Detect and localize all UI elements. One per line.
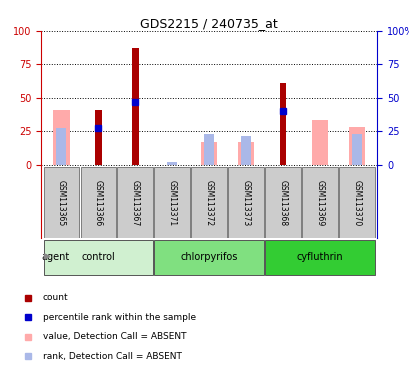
Bar [95, 110, 101, 164]
Bar [348, 127, 364, 164]
Bar [166, 162, 177, 164]
Bar [240, 136, 251, 164]
Bar [279, 83, 285, 164]
Bar [351, 134, 361, 164]
Bar [191, 167, 226, 238]
Text: chlorpyrifos: chlorpyrifos [180, 252, 237, 262]
Text: GSM113370: GSM113370 [351, 179, 360, 226]
Text: GSM113372: GSM113372 [204, 180, 213, 226]
Bar [200, 142, 217, 164]
Bar [338, 167, 374, 238]
Bar [132, 48, 138, 164]
Bar [43, 167, 79, 238]
Text: GSM113373: GSM113373 [241, 179, 250, 226]
Text: cyfluthrin: cyfluthrin [296, 252, 342, 262]
Bar [311, 120, 328, 164]
Bar [117, 167, 153, 238]
Bar [154, 240, 263, 275]
Text: value, Detection Call = ABSENT: value, Detection Call = ABSENT [43, 332, 186, 341]
Text: agent: agent [41, 252, 70, 262]
Bar [301, 167, 337, 238]
Bar [265, 167, 300, 238]
Text: GSM113369: GSM113369 [315, 179, 324, 226]
Text: GSM113366: GSM113366 [94, 179, 103, 226]
Bar [53, 110, 70, 164]
Text: rank, Detection Call = ABSENT: rank, Detection Call = ABSENT [43, 352, 181, 361]
Bar [43, 240, 153, 275]
Text: control: control [81, 252, 115, 262]
Bar [154, 167, 189, 238]
Text: GSM113365: GSM113365 [57, 179, 66, 226]
Bar [228, 167, 263, 238]
Text: count: count [43, 293, 68, 302]
Bar [265, 240, 374, 275]
Bar [56, 128, 66, 164]
Bar [237, 142, 254, 164]
Text: GSM113367: GSM113367 [130, 179, 139, 226]
Text: percentile rank within the sample: percentile rank within the sample [43, 313, 196, 322]
Bar [203, 134, 214, 164]
Bar [80, 167, 116, 238]
Title: GDS2215 / 240735_at: GDS2215 / 240735_at [140, 17, 277, 30]
Text: GSM113371: GSM113371 [167, 180, 176, 226]
Text: GSM113368: GSM113368 [278, 180, 287, 226]
